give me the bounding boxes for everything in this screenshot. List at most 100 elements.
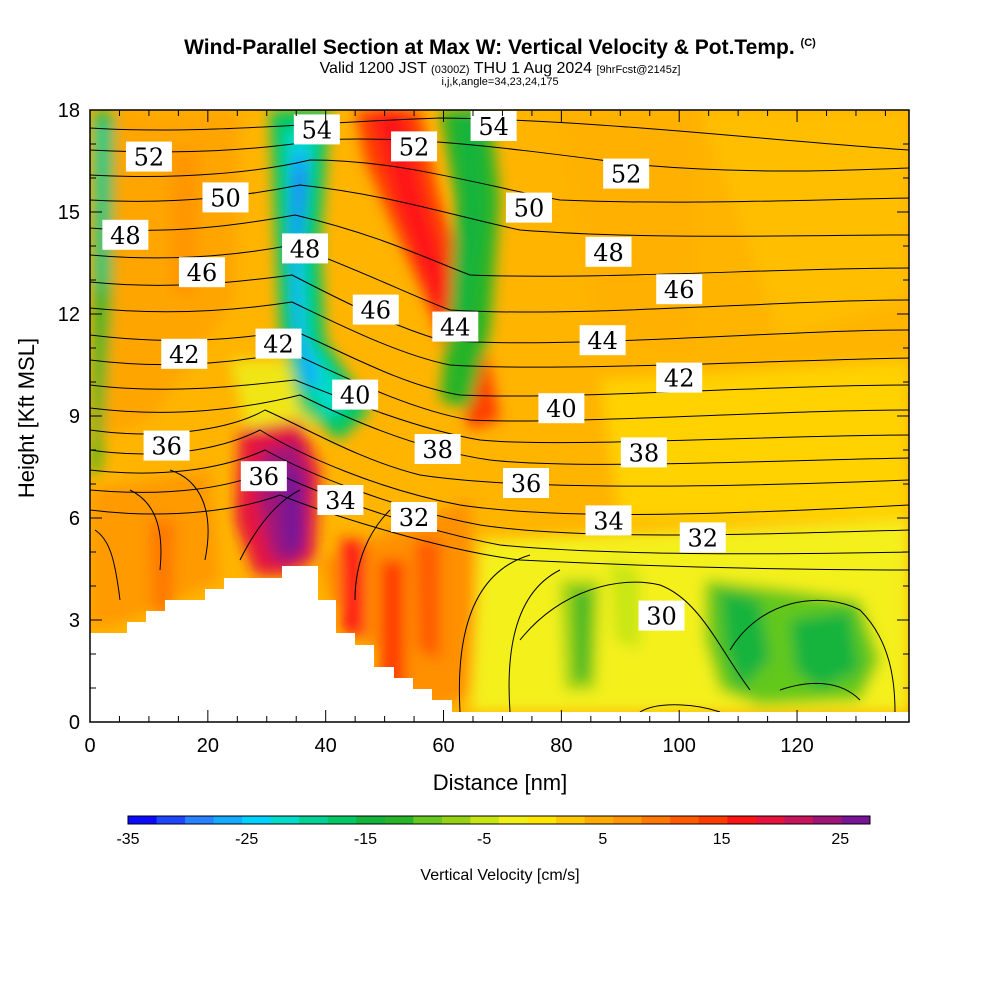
copyright-mark: (C) [800, 37, 816, 49]
theta-contour-label: 50 [202, 182, 249, 213]
y-tick-label: 15 [58, 202, 80, 224]
colorbar-tick-label: -15 [354, 831, 377, 848]
colorbar-swatch [727, 816, 757, 824]
y-tick-label: 6 [69, 508, 80, 530]
valid-date: THU 1 Aug 2024 [473, 60, 593, 77]
theta-contour-label: 34 [317, 485, 364, 515]
theta-contour-label: 42 [656, 362, 703, 393]
colorbar-tick-label: -35 [116, 831, 139, 848]
svg-text:40: 40 [340, 382, 371, 410]
x-tick-label: 120 [780, 735, 813, 757]
colorbar-swatch [413, 816, 443, 824]
theta-contour-label: 38 [414, 434, 461, 464]
chart-subtitle: Valid 1200 JST (0300Z) THU 1 Aug 2024 [9… [0, 60, 1000, 78]
colorbar-swatch [356, 816, 386, 824]
theta-contour-label: 46 [656, 274, 703, 305]
colorbar-swatch [299, 816, 329, 824]
x-tick-label: 60 [432, 735, 454, 757]
svg-text:54: 54 [302, 116, 333, 144]
forecast-info: [9hrFcst@2145z] [596, 64, 681, 76]
colorbar-swatch [641, 816, 671, 824]
colorbar-swatch [584, 816, 614, 824]
y-tick-label: 12 [58, 304, 80, 326]
colorbar-tick-label: 5 [598, 831, 607, 848]
x-tick-label: 40 [315, 735, 337, 757]
y-tick-label: 0 [69, 712, 80, 734]
svg-text:48: 48 [593, 239, 624, 267]
svg-text:48: 48 [290, 235, 321, 263]
svg-text:52: 52 [134, 144, 165, 172]
colorbar-ticks: -35 -25 -15 -5 5 15 25 [116, 831, 849, 848]
y-tick-label: 3 [69, 610, 80, 632]
theta-contour-label: 36 [240, 461, 287, 492]
colorbar-swatch [470, 816, 500, 824]
theta-contour-label: 50 [505, 192, 552, 223]
svg-text:30: 30 [646, 603, 677, 631]
svg-text:44: 44 [440, 314, 471, 342]
svg-text:32: 32 [399, 504, 430, 532]
colorbar-swatch [841, 816, 871, 824]
svg-text:36: 36 [151, 433, 182, 461]
svg-text:46: 46 [187, 259, 218, 287]
title-text: Wind-Parallel Section at Max W: Vertical… [184, 36, 795, 59]
colorbar-swatch [185, 816, 215, 824]
theta-contour-label: 32 [679, 522, 726, 553]
contour-label-layer: 52 50 48 46 42 42 48 54 52 54 50 52 48 46 44 46 44 42 40 40… [102, 111, 726, 631]
colorbar-swatch [698, 816, 728, 824]
theta-contour-label: 32 [391, 502, 438, 532]
theta-contour-label: 46 [352, 294, 399, 325]
svg-text:36: 36 [249, 463, 280, 491]
theta-contour-label: 54 [293, 114, 340, 145]
svg-text:34: 34 [325, 487, 356, 515]
theta-contour-label: 42 [161, 338, 208, 369]
theta-contour-label: 40 [538, 393, 585, 424]
colorbar-swatch [613, 816, 643, 824]
colorbar-swatch [441, 816, 471, 824]
terrain [90, 566, 909, 722]
svg-text:38: 38 [629, 439, 660, 467]
colorbar-swatch [128, 816, 158, 824]
svg-text:50: 50 [210, 184, 241, 212]
theta-contour-label: 52 [125, 141, 172, 172]
svg-text:46: 46 [360, 297, 391, 325]
theta-contour-label: 38 [620, 437, 667, 468]
theta-contour-label: 36 [143, 430, 190, 461]
svg-text:46: 46 [664, 276, 695, 304]
svg-text:48: 48 [110, 222, 141, 250]
colorbar-swatch [527, 816, 557, 824]
svg-text:44: 44 [587, 327, 618, 355]
svg-text:52: 52 [611, 161, 642, 189]
chart-title: Wind-Parallel Section at Max W: Vertical… [0, 36, 1000, 60]
valid-utc: (0300Z) [431, 64, 470, 76]
colorbar-tick-label: -25 [235, 831, 258, 848]
colorbar-swatch [242, 816, 272, 824]
colorbar-swatch [812, 816, 842, 824]
colorbar-swatch [755, 816, 785, 824]
colorbar-swatch [156, 816, 186, 824]
theta-contour-label: 48 [282, 233, 329, 264]
theta-contour-label: 54 [470, 111, 517, 141]
colorbar-swatch [384, 816, 414, 824]
theta-contour-label: 52 [391, 131, 438, 162]
svg-text:40: 40 [546, 395, 577, 423]
svg-text:42: 42 [169, 341, 200, 369]
svg-text:42: 42 [263, 331, 294, 359]
theta-contour-label: 44 [579, 325, 626, 356]
colorbar-swatch [327, 816, 357, 824]
svg-text:36: 36 [511, 470, 542, 498]
theta-contour-label: 44 [432, 311, 479, 342]
theta-contour-label: 48 [585, 236, 632, 267]
svg-text:42: 42 [664, 365, 695, 393]
x-tick-label: 80 [550, 735, 572, 757]
theta-contour-label: 42 [255, 328, 302, 359]
valid-time: Valid 1200 JST [319, 60, 427, 77]
colorbar-swatch [784, 816, 814, 824]
colorbar-swatch [556, 816, 586, 824]
colorbar-swatch [270, 816, 300, 824]
colorbar [127, 815, 871, 825]
colorbar-swatch [670, 816, 700, 824]
colorbar-label: Vertical Velocity [cm/s] [420, 867, 579, 884]
y-tick-label: 9 [69, 406, 80, 428]
